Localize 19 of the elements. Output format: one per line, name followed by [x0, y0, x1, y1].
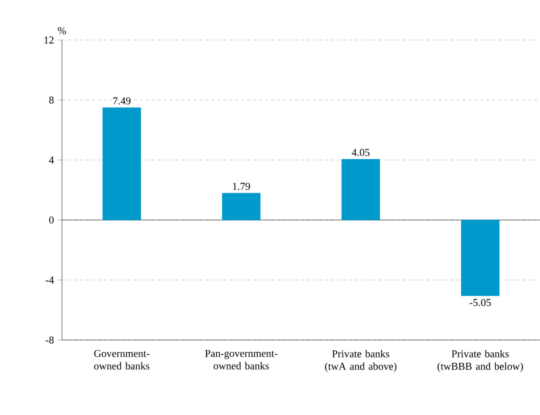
- y-tick-label: 8: [49, 96, 54, 104]
- y-tick-label: -8: [46, 336, 54, 344]
- x-tick-label: Pan-government-owned banks: [205, 350, 278, 370]
- bar: [102, 107, 141, 220]
- data-label: 4.05: [352, 148, 370, 156]
- bar: [461, 220, 500, 296]
- x-tick-label: Private banks (twA and above): [325, 350, 396, 372]
- y-axis-title: %: [58, 27, 66, 34]
- bar: [342, 159, 380, 220]
- data-label: 7.49: [113, 97, 130, 104]
- bar: [222, 192, 260, 220]
- y-tick-label: -4: [46, 276, 54, 284]
- x-tick-label: Government-owned banks: [94, 350, 150, 370]
- data-label: -5.05: [470, 298, 491, 306]
- data-label: 1.79: [232, 182, 250, 190]
- y-tick-label: 12: [44, 36, 54, 44]
- x-tick-label: Private banks (twBBB and below): [438, 350, 523, 372]
- y-tick-label: 4: [49, 156, 54, 164]
- y-tick-label: 0: [49, 216, 54, 224]
